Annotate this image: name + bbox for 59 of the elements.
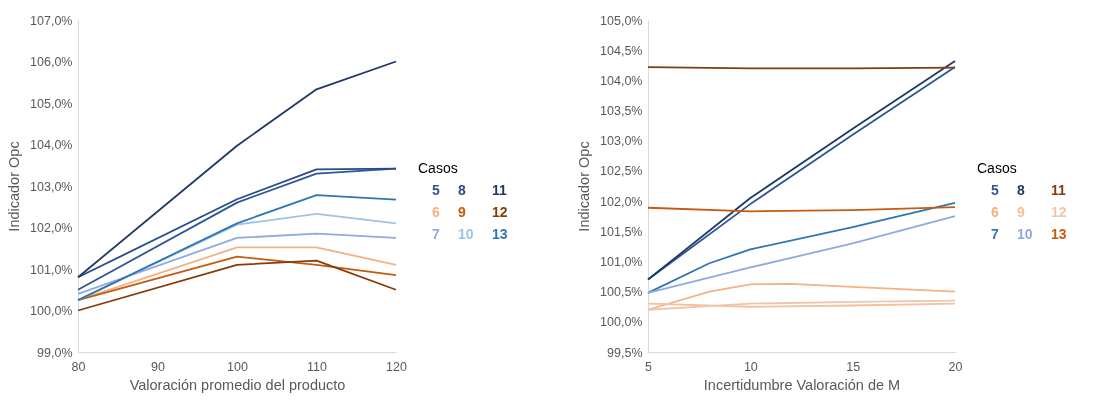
text: 12 bbox=[1051, 204, 1067, 220]
text: 5 bbox=[991, 182, 999, 198]
x-tick-label: 10 bbox=[743, 359, 758, 374]
text: 7 bbox=[991, 226, 999, 242]
line-series bbox=[77, 259, 397, 312]
text: 8 bbox=[1017, 182, 1025, 198]
y-tick-label: 103,0% bbox=[30, 179, 73, 194]
y-tick-label: 99,5% bbox=[607, 345, 643, 360]
x-tick-label: 120 bbox=[386, 359, 407, 374]
text: 5 bbox=[432, 182, 440, 198]
text: 13 bbox=[492, 226, 508, 242]
text: 9 bbox=[1017, 204, 1025, 220]
y-tick-label: 99,0% bbox=[37, 345, 73, 360]
x-axis-title: Incertidumbre Valoración de M bbox=[703, 377, 901, 393]
y-tick-label: 101,0% bbox=[30, 262, 73, 277]
y-tick-label: 106,0% bbox=[30, 55, 73, 69]
text: 13 bbox=[1051, 226, 1067, 242]
y-tick-label: 101,0% bbox=[600, 254, 643, 269]
text: 6 bbox=[991, 204, 999, 220]
y-tick-label: 101,5% bbox=[600, 224, 643, 239]
y-tick-label: 104,5% bbox=[600, 43, 643, 58]
line-series bbox=[77, 60, 397, 279]
text: 8 bbox=[458, 182, 466, 198]
text: 10 bbox=[1017, 226, 1033, 242]
y-tick-label: 100,5% bbox=[600, 285, 643, 300]
x-tick-label: 110 bbox=[307, 359, 328, 374]
text: 10 bbox=[458, 226, 474, 242]
text: 12 bbox=[492, 204, 508, 220]
x-axis-title: Valoración promedio del producto bbox=[129, 377, 346, 393]
x-tick-label: 100 bbox=[227, 359, 248, 374]
y-tick-label: 103,0% bbox=[600, 134, 643, 149]
x-tick-label: 80 bbox=[71, 359, 86, 374]
x-tick-label: 20 bbox=[948, 359, 963, 374]
y-tick-label: 103,5% bbox=[600, 104, 643, 119]
y-tick-label: 105,0% bbox=[30, 96, 73, 111]
y-axis-title: Indicador Opc bbox=[6, 141, 23, 232]
text: 6 bbox=[432, 204, 440, 220]
x-tick-label: 90 bbox=[151, 359, 165, 374]
line-series bbox=[647, 282, 956, 311]
y-tick-label: 102,0% bbox=[30, 221, 73, 235]
y-tick-label: 102,5% bbox=[600, 164, 643, 179]
text: 7 bbox=[432, 226, 440, 242]
line-series bbox=[77, 255, 397, 302]
legend-title: Casos bbox=[977, 160, 1017, 176]
x-tick-label: 5 bbox=[645, 359, 653, 374]
text: 11 bbox=[492, 182, 508, 198]
y-tick-label: 100,0% bbox=[30, 304, 73, 318]
y-tick-label: 107,0% bbox=[30, 13, 73, 28]
y-tick-label: 104,0% bbox=[30, 138, 73, 152]
line-series bbox=[77, 194, 397, 302]
y-tick-label: 100,0% bbox=[600, 315, 643, 330]
y-tick-label: 104,0% bbox=[600, 73, 643, 88]
y-tick-label: 105,0% bbox=[600, 13, 643, 28]
text: 11 bbox=[1051, 182, 1067, 198]
text: 9 bbox=[458, 204, 466, 220]
y-tick-label: 102,0% bbox=[600, 194, 643, 209]
legend-title: Casos bbox=[418, 160, 458, 176]
x-tick-label: 15 bbox=[846, 359, 861, 374]
y-axis-title: Indicador Opc bbox=[576, 141, 593, 232]
